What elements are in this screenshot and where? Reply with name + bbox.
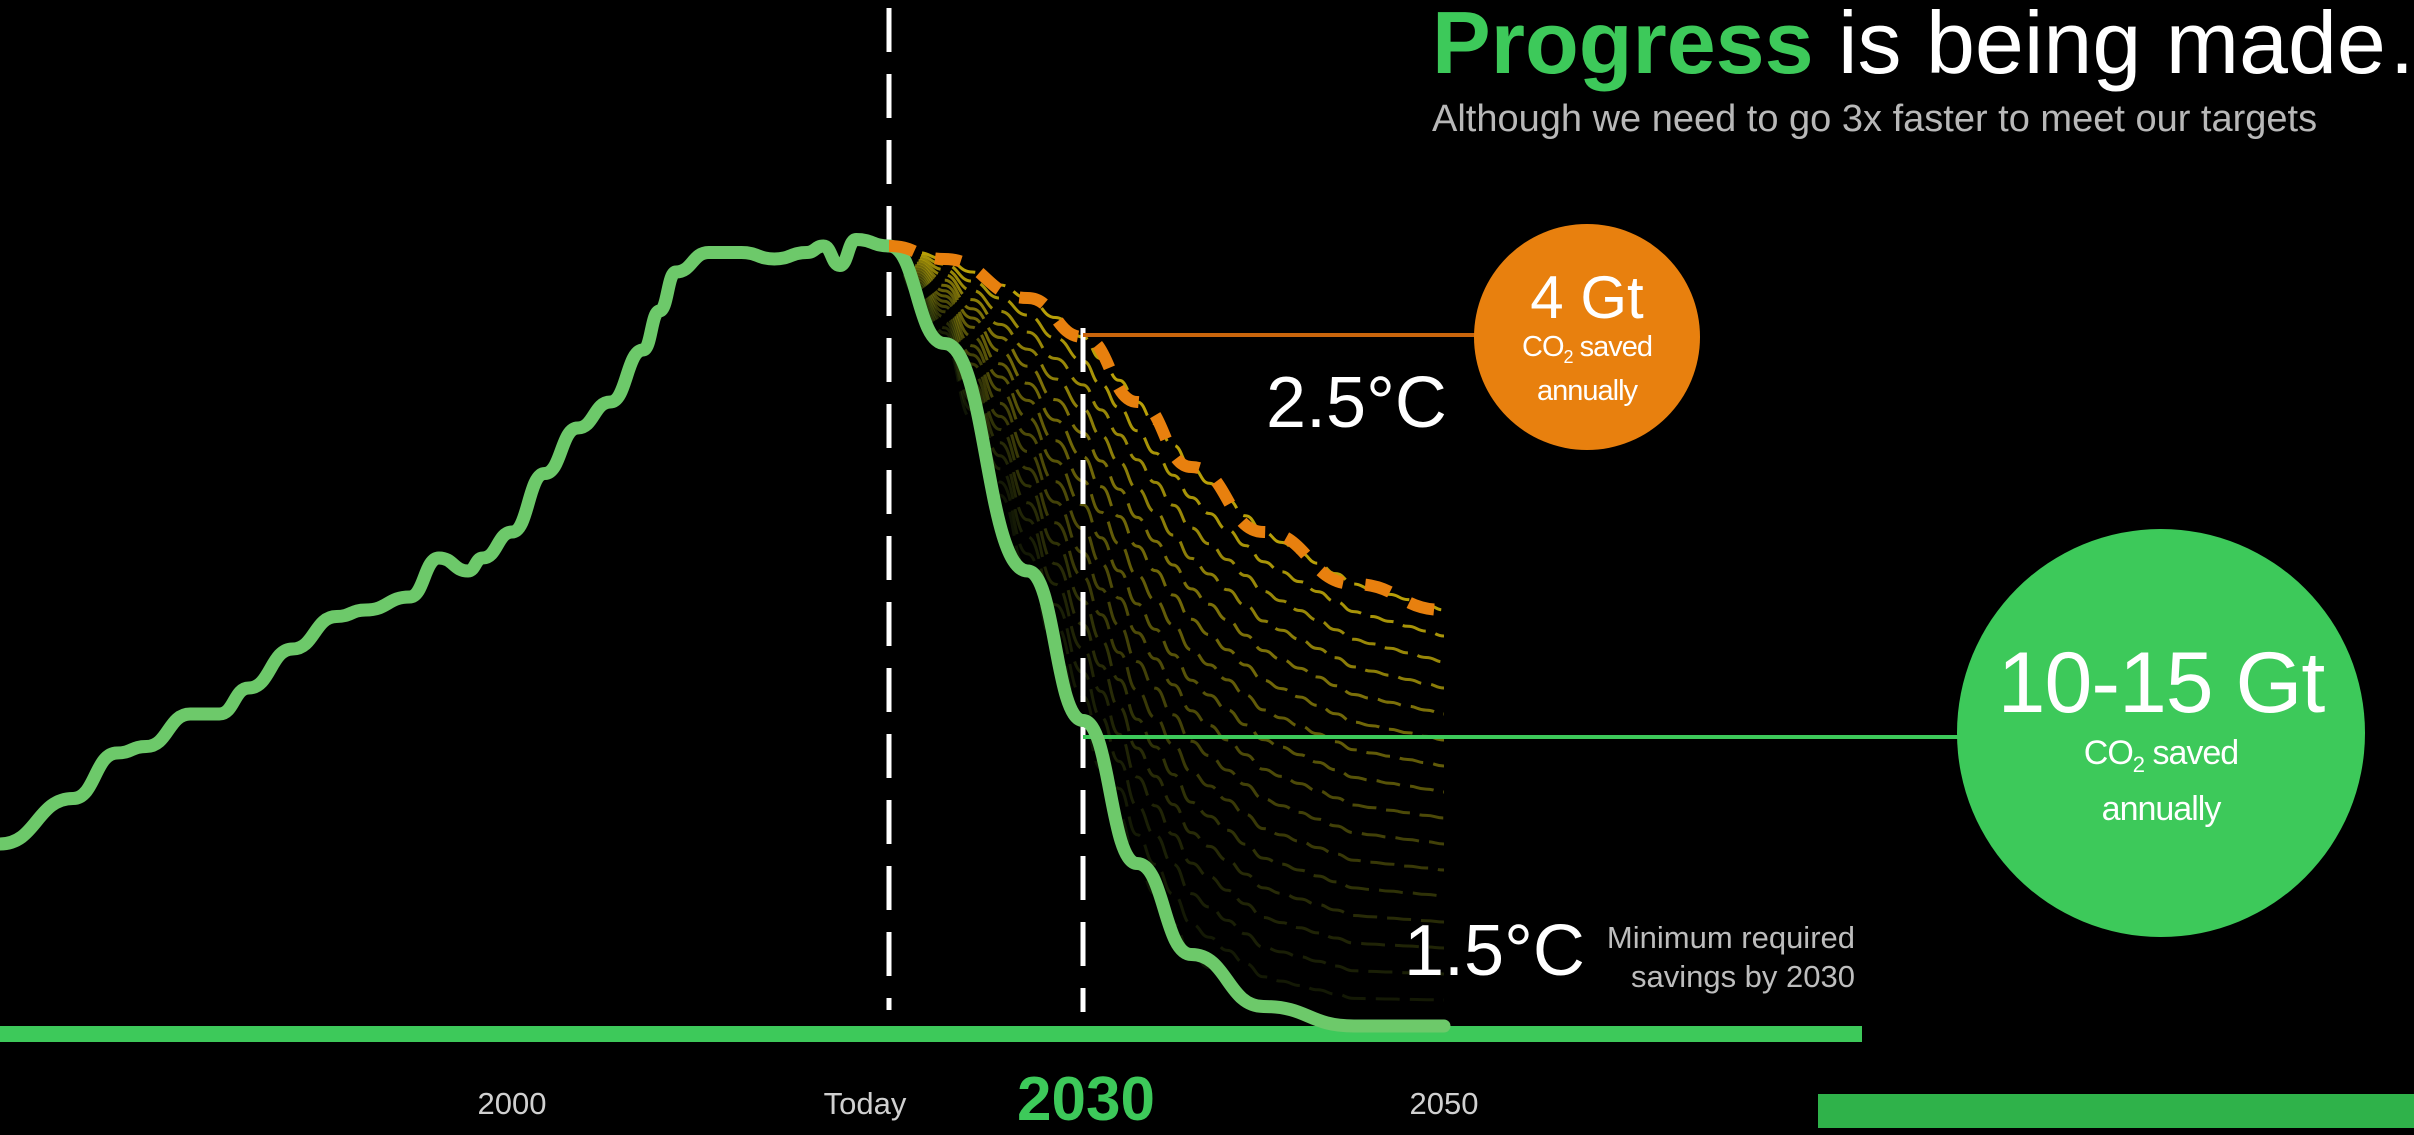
scenario-fan-line <box>888 244 1445 976</box>
scenario-fan-line <box>888 244 1445 612</box>
savings-bubble-4gt: 4 Gt CO2 saved annually <box>1474 224 1700 450</box>
title-rest: is being made… <box>1813 0 2414 92</box>
x-tick-2050: 2050 <box>1409 1086 1479 1121</box>
bubble-caption-line-1: CO2 saved <box>1522 331 1653 367</box>
scenario-fan-lines <box>888 244 1445 1028</box>
note-line-1: Minimum required <box>1606 920 1855 955</box>
scenario-fan-line <box>888 244 1445 716</box>
x-tick-2030: 2030 <box>1017 1065 1155 1134</box>
corner-accent-bar <box>1818 1094 2414 1128</box>
scenario-fan-line <box>888 244 1445 898</box>
series-layer <box>0 232 1451 1033</box>
temp-label-2-5: 2.5°C <box>1266 363 1447 443</box>
bubble-value: 10-15 Gt <box>1997 635 2326 732</box>
scenario-fan-line <box>888 244 1445 664</box>
bubble-value: 4 Gt <box>1530 264 1644 332</box>
scenario-fan-line <box>888 244 1445 742</box>
scenario-fan-line <box>888 244 1445 768</box>
scenario-fan-line <box>888 244 1445 1002</box>
series-line-historical <box>0 232 896 851</box>
x-tick-2000: 2000 <box>477 1086 547 1121</box>
minimum-savings-note: Minimum required savings by 2030 <box>1560 918 1855 996</box>
note-line-2: savings by 2030 <box>1630 959 1855 994</box>
x-tick-today: Today <box>823 1086 907 1121</box>
scenario-fan-line <box>888 244 1445 872</box>
scenario-fan-line <box>888 244 1445 950</box>
temp-label-1-5: 1.5°C <box>1404 911 1585 991</box>
title-accent: Progress <box>1432 0 1814 92</box>
series-line-1-5c <box>882 239 1451 1033</box>
scenario-fan-line <box>888 244 1445 638</box>
bubble-caption-line-2: annually <box>2101 789 2222 828</box>
scenario-fan-line <box>888 244 1445 846</box>
bubble-caption-line-1: CO2 saved <box>2083 734 2239 777</box>
page-subtitle: Although we need to go 3x faster to meet… <box>1432 98 2318 140</box>
scenario-fan-line <box>888 244 1445 794</box>
scenario-fan-line <box>888 244 1445 924</box>
series-line-2-5c <box>888 240 1445 616</box>
page-title: Progress is being made… <box>1432 0 2414 94</box>
scenario-fan-line <box>888 244 1445 820</box>
savings-bubble-10-15gt: 10-15 Gt CO2 saved annually <box>1957 529 2365 937</box>
bubble-caption-line-2: annually <box>1536 374 1638 407</box>
